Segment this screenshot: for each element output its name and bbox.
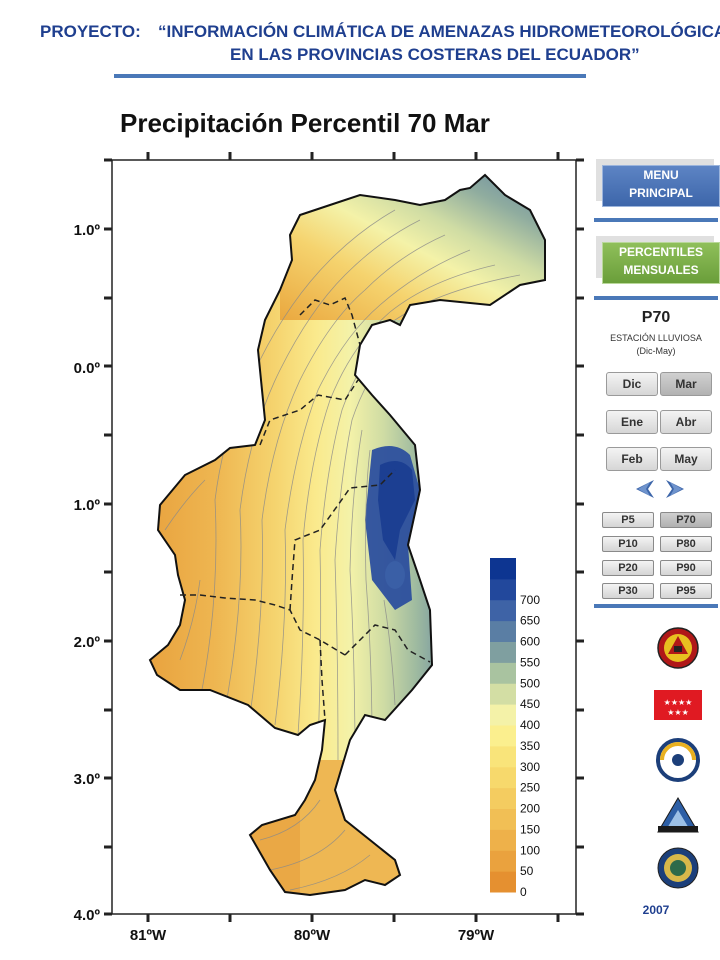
month-button-may[interactable]: May	[660, 447, 712, 471]
percentile-button-p90[interactable]: P90	[660, 560, 712, 576]
svg-text:★★★: ★★★	[667, 708, 689, 717]
svg-text:★★★★: ★★★★	[664, 698, 693, 707]
legend-value: 0	[520, 885, 527, 899]
percentile-button-p20[interactable]: P20	[602, 560, 654, 576]
mountain-triangle-icon	[657, 797, 699, 833]
province-boundaries	[180, 296, 431, 721]
round-emblem-icon	[657, 847, 699, 889]
lat-label: 2.0º	[74, 634, 101, 651]
legend-swatch	[490, 766, 516, 789]
percentiles-label-2: MENSUALES	[623, 263, 699, 277]
legend-swatch	[490, 683, 516, 705]
header-divider	[114, 74, 586, 78]
legend-value: 100	[520, 843, 540, 857]
month-button-dic[interactable]: Dic	[606, 372, 658, 396]
percentile-button-p80[interactable]: P80	[660, 536, 712, 552]
sidebar-divider	[594, 604, 718, 608]
lat-label: 0.0º	[74, 360, 101, 377]
institution-logos: ★★★★ ★★★	[654, 627, 702, 889]
month-button-ene[interactable]: Ene	[606, 410, 658, 434]
percentile-button-p10[interactable]: P10	[602, 536, 654, 552]
project-label: PROYECTO:	[40, 22, 141, 41]
main-menu-label-1: MENU	[643, 168, 679, 182]
legend-value: 50	[520, 864, 534, 878]
lon-label: 79ºW	[458, 927, 495, 944]
legend-value: 450	[520, 697, 540, 711]
legend-value: 300	[520, 760, 540, 774]
month-button-abr[interactable]: Abr	[660, 410, 712, 434]
legend-swatch	[490, 725, 516, 747]
sidebar-divider	[594, 218, 718, 222]
section-title: P70	[641, 309, 671, 326]
legend-value: 350	[520, 739, 540, 753]
legend-swatch	[490, 662, 516, 684]
legend-swatch	[490, 641, 516, 663]
legend-swatch	[490, 850, 516, 872]
legend-value: 500	[520, 676, 540, 690]
legend-value: 200	[520, 802, 540, 816]
lat-label: 3.0º	[74, 771, 101, 788]
project-title-line-2: EN LAS PROVINCIAS COSTERAS DEL ECUADOR”	[230, 45, 640, 64]
legend-swatch	[490, 871, 516, 893]
next-arrow-icon[interactable]	[666, 480, 684, 498]
percentile-button-p30[interactable]: P30	[602, 583, 654, 599]
percentile-button-p95[interactable]: P95	[660, 583, 712, 599]
legend-labels: 0 50 100 150 200 250 300 350 400 450 500 550 600 650 7…	[520, 593, 540, 899]
legend-value: 700	[520, 593, 540, 607]
month-button-mar[interactable]: Mar	[660, 372, 712, 396]
legend-swatch	[490, 704, 516, 726]
page-header: PROYECTO: “INFORMACIÓN CLIMÁTICA DE AMEN…	[0, 0, 720, 80]
legend-swatch	[490, 745, 516, 768]
lon-label: 80ºW	[294, 927, 331, 944]
section-subtitle: ESTACIÓN LLUVIOSA	[610, 333, 702, 343]
previous-arrow-icon[interactable]	[636, 480, 654, 498]
circular-seal-icon	[656, 738, 700, 782]
legend-value: 600	[520, 635, 540, 649]
longitude-ticks	[146, 152, 560, 922]
lat-label: 1.0º	[74, 497, 101, 514]
sidebar-divider	[594, 296, 718, 300]
main-menu-label-2: PRINCIPAL	[629, 186, 693, 200]
legend-value: 250	[520, 781, 540, 795]
emergency-shield-icon	[657, 627, 699, 669]
precipitation-legend	[490, 558, 516, 893]
lat-label: 1.0º	[74, 222, 101, 239]
lat-label: 4.0º	[74, 907, 101, 924]
star-flag-icon: ★★★★ ★★★	[654, 690, 702, 720]
percentiles-label-1: PERCENTILES	[618, 245, 703, 259]
section-period: (Dic-May)	[636, 346, 676, 356]
monthly-percentiles-button[interactable]: PERCENTILES MENSUALES	[602, 242, 720, 284]
main-menu-button[interactable]: MENU PRINCIPAL	[602, 165, 720, 207]
legend-value: 400	[520, 718, 540, 732]
map-title: Precipitación Percentil 70 Mar	[120, 108, 490, 138]
legend-value: 650	[520, 614, 540, 628]
latitude-ticks	[104, 158, 584, 916]
legend-swatch	[490, 787, 516, 809]
month-button-feb[interactable]: Feb	[606, 447, 658, 471]
percentile-button-p70[interactable]: P70	[660, 512, 712, 528]
year-label: 2007	[642, 903, 670, 917]
legend-swatch	[490, 558, 516, 580]
lon-label: 81ºW	[130, 927, 167, 944]
legend-swatch	[490, 599, 516, 622]
legend-swatch	[490, 620, 516, 642]
legend-value: 150	[520, 822, 540, 836]
pagination-arrows	[636, 480, 684, 498]
legend-value: 550	[520, 655, 540, 669]
percentile-button-p5[interactable]: P5	[602, 512, 654, 528]
legend-swatch	[490, 578, 516, 601]
legend-swatch	[490, 808, 516, 830]
project-title-line-1: “INFORMACIÓN CLIMÁTICA DE AMENAZAS HIDRO…	[158, 22, 720, 41]
legend-swatch	[490, 829, 516, 851]
